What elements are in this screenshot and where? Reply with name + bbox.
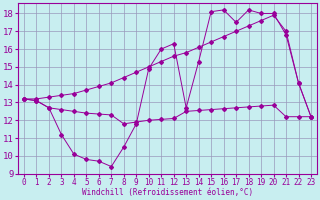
X-axis label: Windchill (Refroidissement éolien,°C): Windchill (Refroidissement éolien,°C) xyxy=(82,188,253,197)
